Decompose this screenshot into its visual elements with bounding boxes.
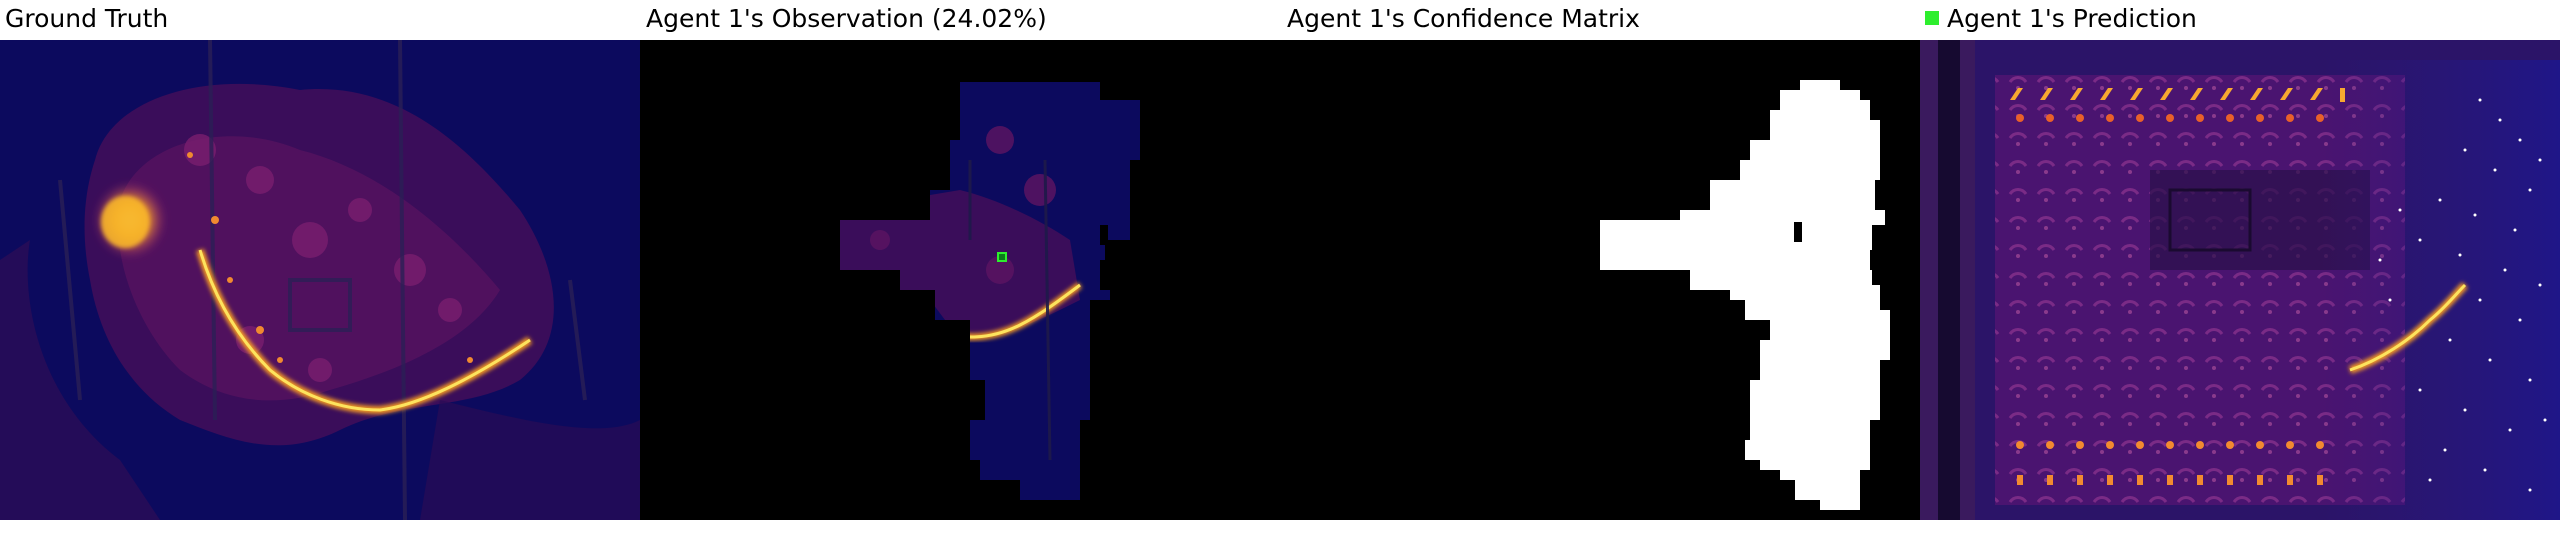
green-square-icon (1925, 11, 1939, 25)
title-confidence-matrix: Agent 1's Confidence Matrix (1287, 4, 1640, 33)
confidence-matrix-image (1280, 40, 1920, 520)
prediction-image (1920, 40, 2560, 520)
title-ground-truth: Ground Truth (5, 4, 169, 33)
title-prediction: Agent 1's Prediction (1925, 2, 2197, 36)
title-observation: Agent 1's Observation (24.02%) (646, 4, 1047, 33)
ground-truth-image (0, 40, 640, 520)
title-prediction-label: Agent 1's Prediction (1947, 4, 2197, 33)
observation-image (640, 40, 1280, 520)
